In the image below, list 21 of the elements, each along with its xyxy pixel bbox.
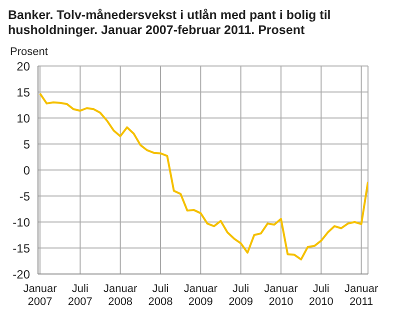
y-tick-label: 5	[23, 137, 30, 152]
y-tick-label: -5	[19, 189, 30, 204]
y-tick-label: 15	[16, 85, 30, 100]
x-tick-label: Januar 2010	[264, 283, 298, 308]
x-tick-label: Januar 2011	[344, 283, 378, 308]
line-series	[39, 92, 368, 260]
y-tick-label: -10	[12, 215, 30, 230]
x-tick-label: Juli 2010	[308, 283, 334, 308]
y-tick-label: 20	[16, 59, 30, 74]
x-tick-label: Januar 2007	[23, 283, 58, 308]
y-tick-label: -20	[12, 267, 30, 282]
y-tick-label: 0	[23, 163, 30, 178]
y-axis-title: Prosent	[10, 46, 49, 58]
x-tick-label: Juli 2009	[228, 283, 254, 308]
x-tick-label: Juli 2008	[148, 283, 173, 308]
y-tick-label: 10	[16, 111, 30, 126]
x-tick-label: Juli 2007	[68, 283, 92, 308]
x-tick-label: Januar 2008	[104, 283, 138, 308]
chart-title: Banker. Tolv-månedersvekst i utlån med pant i bolig til husholdninger. Januar 2007-februar 2011. Prosent	[8, 8, 332, 38]
y-tick-label: -15	[12, 241, 30, 256]
x-tick-label: Januar 2009	[184, 283, 218, 308]
